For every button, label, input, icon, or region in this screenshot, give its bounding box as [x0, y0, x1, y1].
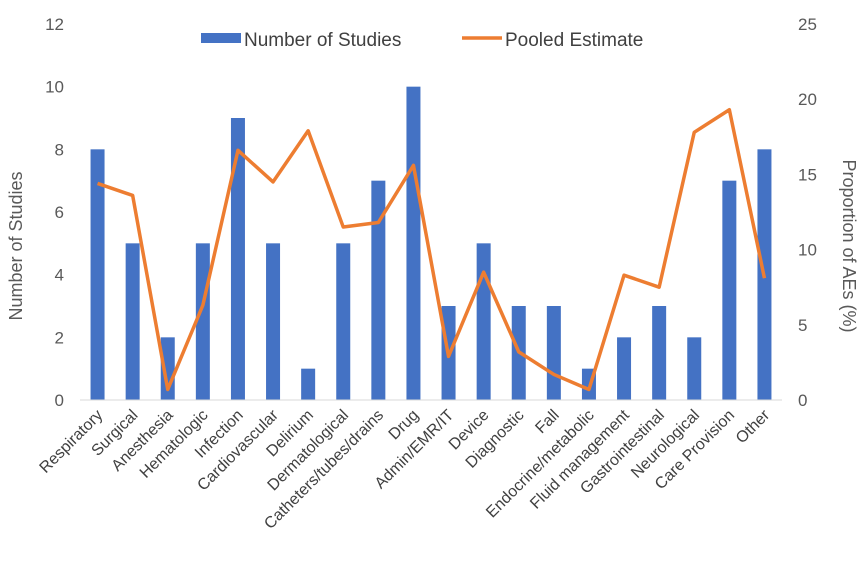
y-tick-label: 2 [55, 328, 64, 347]
y-tick-label: 6 [55, 203, 64, 222]
bar [301, 368, 316, 400]
category-labels: RespiratorySurgicalAnesthesiaHematologic… [37, 406, 774, 532]
legend-bar-label: Number of Studies [244, 30, 401, 51]
bar [617, 337, 632, 400]
y-tick-label: 4 [55, 266, 64, 285]
y-tick-label: 12 [45, 15, 64, 34]
right-axis-ticks: 0 5 10 15 20 25 [798, 15, 817, 410]
bar [195, 243, 210, 400]
y2-axis-title: Proportion of AEs (%) [839, 159, 859, 332]
legend-bar-swatch [201, 33, 241, 43]
left-axis-ticks: 0 2 4 6 8 10 12 [45, 15, 64, 410]
bar [125, 243, 140, 400]
bar [546, 306, 561, 400]
bar [266, 243, 281, 400]
y-tick-label: 0 [55, 391, 64, 410]
y2-tick-label: 15 [798, 165, 817, 184]
bar [687, 337, 702, 400]
y2-tick-label: 5 [798, 316, 807, 335]
pooled-estimate-line [96, 107, 767, 392]
y2-tick-label: 0 [798, 391, 807, 410]
legend-line-label: Pooled Estimate [505, 30, 643, 51]
bar [90, 149, 105, 400]
category-label: Fall [532, 407, 562, 437]
y2-tick-label: 10 [798, 241, 817, 260]
y-tick-label: 8 [55, 140, 64, 159]
bar [336, 243, 351, 400]
y-axis-title: Number of Studies [6, 171, 26, 320]
bar [722, 180, 737, 400]
bar [406, 86, 421, 401]
bar-series [90, 86, 772, 401]
bar [230, 118, 245, 400]
category-label: Other [733, 406, 774, 447]
bar [371, 180, 386, 400]
y-tick-label: 10 [45, 78, 64, 97]
y2-tick-label: 20 [798, 90, 817, 109]
bar [652, 306, 667, 400]
legend: Number of Studies Pooled Estimate [201, 30, 643, 51]
y2-tick-label: 25 [798, 15, 817, 34]
bar [476, 243, 491, 400]
